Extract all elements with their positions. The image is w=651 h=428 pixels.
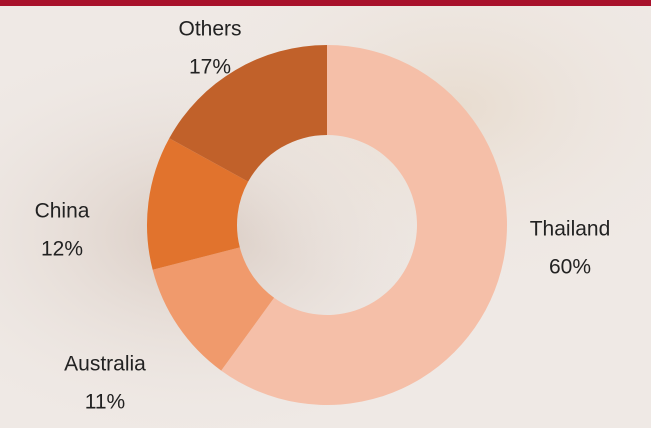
slice-label: Others [178,18,241,41]
donut-slice [169,45,327,182]
slice-label: Australia [64,353,146,376]
slice-label: China [35,200,90,223]
donut-slice [152,247,275,371]
slice-value-label: 11% [85,391,125,414]
donut-slice [221,45,508,405]
donut-slice [147,138,249,270]
slice-value-label: 12% [41,238,83,261]
donut: Thailand 60% Australia 11% China 12% Others 17% [35,18,611,414]
slice-label: Thailand [530,218,611,241]
slice-value-label: 60% [549,256,591,279]
slice-value-label: 17% [189,56,231,79]
top-bar [0,0,651,6]
